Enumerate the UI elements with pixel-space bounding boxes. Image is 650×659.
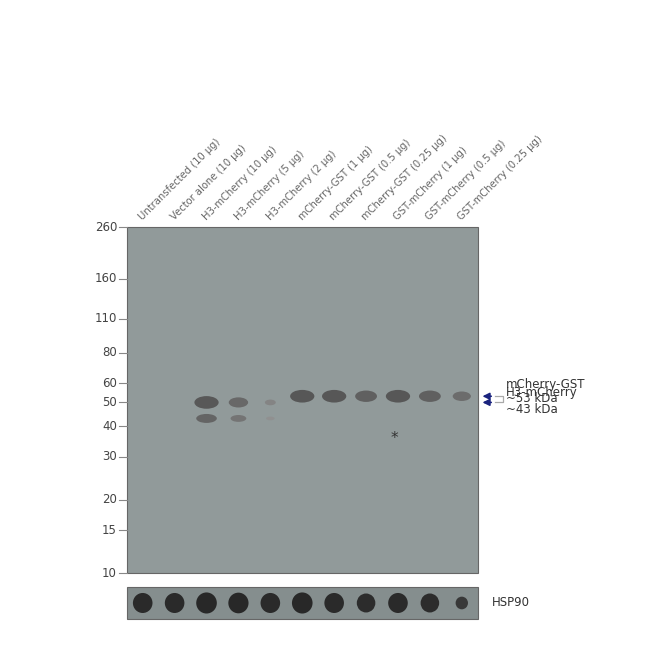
Text: GST-mCherry (1 μg): GST-mCherry (1 μg) (392, 145, 469, 222)
Text: HSP90: HSP90 (492, 596, 530, 610)
Ellipse shape (265, 399, 276, 405)
Text: 20: 20 (102, 493, 117, 506)
Ellipse shape (388, 593, 408, 613)
Ellipse shape (194, 396, 218, 409)
Ellipse shape (196, 414, 217, 423)
Ellipse shape (419, 391, 441, 402)
Text: mCherry-GST (0.25 μg): mCherry-GST (0.25 μg) (360, 133, 449, 222)
Ellipse shape (261, 593, 280, 613)
Text: 260: 260 (95, 221, 117, 234)
Ellipse shape (355, 391, 377, 402)
Text: GST-mCherry (0.5 μg): GST-mCherry (0.5 μg) (424, 138, 508, 222)
Text: 60: 60 (102, 376, 117, 389)
Ellipse shape (133, 593, 153, 613)
Ellipse shape (421, 594, 439, 612)
Text: H3-mCherry (5 μg): H3-mCherry (5 μg) (233, 149, 306, 222)
Bar (127, 587, 478, 619)
Ellipse shape (266, 416, 274, 420)
Text: ~43 kDa: ~43 kDa (506, 403, 558, 416)
Bar (127, 227, 478, 573)
Text: 50: 50 (102, 396, 117, 409)
Text: mCherry-GST (1 μg): mCherry-GST (1 μg) (296, 144, 374, 222)
Text: 40: 40 (102, 420, 117, 432)
Text: 160: 160 (95, 272, 117, 285)
Ellipse shape (322, 390, 346, 403)
Ellipse shape (452, 391, 471, 401)
Ellipse shape (292, 592, 313, 614)
Text: mCherry-GST: mCherry-GST (506, 378, 585, 391)
Text: 30: 30 (102, 450, 117, 463)
Text: GST-mCherry (0.25 μg): GST-mCherry (0.25 μg) (456, 134, 544, 222)
Text: Vector alone (10 μg): Vector alone (10 μg) (169, 143, 248, 222)
Text: 15: 15 (102, 524, 117, 537)
Text: 110: 110 (95, 312, 117, 325)
Ellipse shape (196, 592, 217, 614)
Text: *: * (391, 431, 398, 445)
Ellipse shape (228, 592, 248, 614)
Text: mCherry-GST (0.5 μg): mCherry-GST (0.5 μg) (328, 138, 413, 222)
Ellipse shape (229, 397, 248, 407)
Text: ~53 kDa: ~53 kDa (506, 393, 557, 405)
Text: 10: 10 (102, 567, 117, 580)
Text: 80: 80 (102, 346, 117, 359)
Ellipse shape (357, 594, 375, 612)
Ellipse shape (386, 390, 410, 403)
Text: H3-mCherry: H3-mCherry (506, 386, 577, 399)
Text: H3-mCherry (2 μg): H3-mCherry (2 μg) (265, 149, 338, 222)
Text: H3-mCherry (10 μg): H3-mCherry (10 μg) (201, 144, 278, 222)
Ellipse shape (231, 415, 246, 422)
Ellipse shape (165, 593, 185, 613)
Ellipse shape (456, 596, 468, 610)
Ellipse shape (290, 390, 315, 403)
Text: Untransfected (10 μg): Untransfected (10 μg) (137, 137, 222, 222)
Ellipse shape (324, 593, 344, 613)
